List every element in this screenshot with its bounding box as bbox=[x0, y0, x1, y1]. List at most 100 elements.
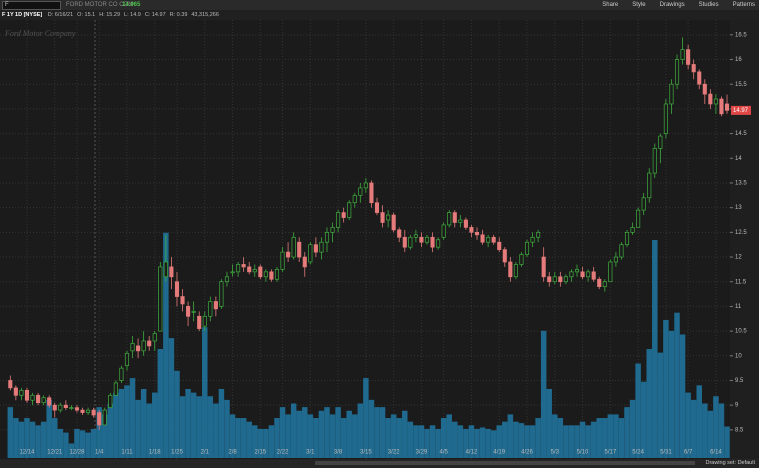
candle-body bbox=[241, 264, 246, 268]
volume-bar bbox=[18, 421, 25, 458]
candle-body bbox=[530, 236, 535, 243]
volume-bar bbox=[90, 428, 97, 458]
ohlc-info: 43,315,266 bbox=[191, 12, 219, 18]
volume-bar bbox=[7, 407, 14, 458]
candle-body bbox=[36, 394, 41, 404]
volume-bar bbox=[707, 410, 714, 458]
volume-bar bbox=[218, 388, 225, 458]
candle-body bbox=[274, 269, 280, 280]
toolbar-button[interactable]: Studies bbox=[698, 2, 719, 8]
last-price-tag bbox=[731, 105, 751, 115]
volume-bar bbox=[157, 349, 164, 458]
ohlc-info: D: 6/16/21 bbox=[47, 12, 74, 18]
volume-bar bbox=[252, 425, 258, 458]
volume-bar bbox=[624, 407, 630, 458]
candle-body bbox=[441, 224, 446, 238]
candle-body bbox=[541, 256, 546, 278]
candle-body bbox=[552, 276, 557, 283]
candle-body bbox=[119, 367, 124, 381]
toolbar-button[interactable]: Patterns bbox=[732, 2, 755, 8]
scrollbar[interactable] bbox=[315, 461, 695, 465]
volume-bar bbox=[579, 421, 586, 458]
candle-body bbox=[191, 310, 196, 313]
candle-body bbox=[291, 236, 296, 258]
volume-bar bbox=[585, 425, 591, 458]
candle-body bbox=[408, 236, 413, 248]
volume-bar bbox=[679, 334, 686, 458]
candle-body bbox=[174, 281, 180, 297]
candle-body bbox=[219, 281, 224, 307]
volume-bar bbox=[657, 352, 664, 458]
candle-body bbox=[74, 407, 80, 411]
volume-bar bbox=[190, 392, 197, 458]
chart-label: F 1Y 1D [NYSE] bbox=[2, 12, 43, 18]
candle-body bbox=[636, 209, 641, 228]
volume-bar bbox=[635, 363, 641, 458]
volume-bar bbox=[513, 421, 519, 458]
x-tick-label: 1/11 bbox=[121, 450, 133, 456]
volume-bar bbox=[463, 428, 469, 458]
toolbar-buttons: Share Style Drawings Studies Patterns bbox=[588, 0, 755, 10]
candle-body bbox=[447, 212, 452, 226]
volume-bar bbox=[529, 425, 536, 458]
candle-body bbox=[269, 271, 274, 280]
candle-body bbox=[680, 49, 685, 60]
candle-body bbox=[102, 409, 107, 426]
candle-body bbox=[513, 264, 518, 278]
volume-bar bbox=[574, 425, 580, 458]
candle-body bbox=[480, 234, 485, 243]
volume-bar bbox=[240, 418, 247, 458]
candle-body bbox=[424, 236, 430, 243]
candle-body bbox=[324, 231, 330, 243]
candle-body bbox=[213, 301, 218, 310]
candle-body bbox=[469, 227, 474, 233]
volume-bar bbox=[185, 388, 191, 458]
volume-bar bbox=[296, 410, 302, 458]
candle-body bbox=[536, 231, 541, 238]
x-tick-label: 2/1 bbox=[201, 450, 210, 456]
candle-body bbox=[369, 182, 374, 204]
volume-bar bbox=[35, 425, 41, 458]
candle-body bbox=[452, 212, 457, 223]
candle-body bbox=[208, 301, 213, 317]
candle-body bbox=[502, 249, 507, 263]
toolbar-button[interactable]: Style bbox=[632, 2, 646, 8]
last-price: 14.965 bbox=[122, 2, 141, 8]
watermark: Ford Motor Company bbox=[4, 29, 76, 38]
candle-body bbox=[641, 197, 646, 211]
candle-body bbox=[330, 227, 335, 233]
candle-body bbox=[113, 382, 118, 396]
candle-body bbox=[524, 241, 530, 255]
candle-body bbox=[186, 306, 191, 317]
volume-bar bbox=[213, 403, 219, 458]
volume-bar bbox=[135, 399, 141, 458]
volume-bar bbox=[629, 399, 636, 458]
volume-bar bbox=[596, 418, 602, 458]
volume-bar bbox=[329, 414, 336, 458]
volume-bar bbox=[424, 428, 430, 458]
volume-bar bbox=[124, 385, 130, 458]
volume-bar bbox=[535, 418, 541, 458]
symbol-input[interactable]: F bbox=[2, 1, 61, 10]
x-tick-label: 2/15 bbox=[254, 450, 266, 456]
volume-bar bbox=[685, 392, 691, 458]
x-tick-label: 4/12 bbox=[466, 450, 478, 456]
candle-body bbox=[19, 390, 24, 396]
candle-body bbox=[202, 315, 207, 327]
candle-body bbox=[247, 266, 252, 273]
drawing-set[interactable]: Drawing set: Default bbox=[705, 460, 755, 466]
x-tick-label: 6/14 bbox=[710, 450, 722, 456]
toolbar-button[interactable]: Share bbox=[602, 2, 619, 8]
candle-body bbox=[597, 278, 602, 288]
volume-bar bbox=[102, 414, 108, 458]
candle-body bbox=[674, 59, 680, 85]
volume-bar bbox=[546, 388, 552, 458]
toolbar-button[interactable]: Drawings bbox=[659, 2, 685, 8]
volume-bar bbox=[357, 403, 364, 458]
candle-body bbox=[647, 172, 652, 199]
y-tick-label: 12 bbox=[735, 255, 742, 261]
ohlc-info: R: 0.39 bbox=[169, 12, 188, 18]
volume-bar bbox=[568, 425, 575, 458]
volume-bar bbox=[235, 418, 241, 458]
status-bar: Drawing set: Default bbox=[0, 459, 759, 468]
